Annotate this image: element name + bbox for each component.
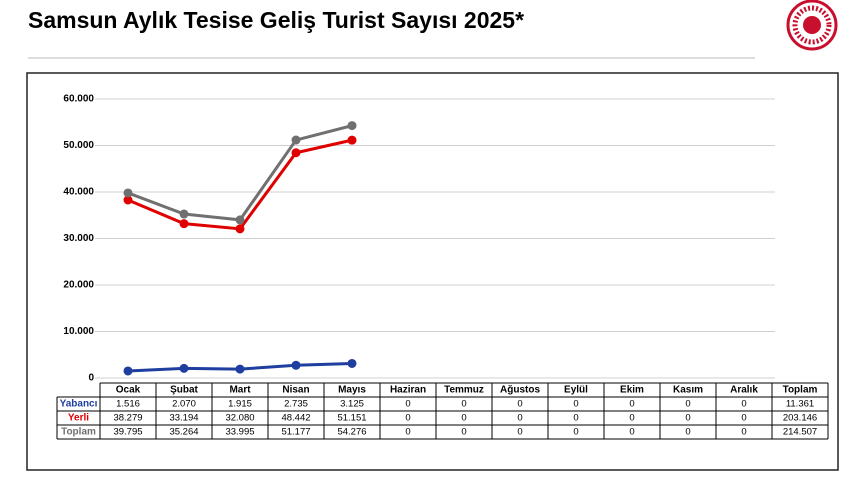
table-header: Şubat (170, 385, 198, 396)
data-point (123, 195, 133, 205)
y-tick-label: 60.000 (63, 94, 94, 105)
table-header: Temmuz (444, 385, 484, 396)
table-cell: 0 (461, 413, 466, 424)
data-point (179, 209, 189, 219)
table-cell: 35.264 (169, 427, 198, 438)
table-cell: 2.735 (284, 399, 308, 410)
row-label: Yabancı (60, 399, 98, 410)
series-line (127, 124, 353, 222)
table-cell: 0 (461, 399, 466, 410)
table-header: Aralık (730, 385, 758, 396)
y-tick-label: 30.000 (63, 233, 94, 244)
data-point (291, 360, 301, 370)
data-point (291, 148, 301, 158)
table-cell: 3.125 (340, 399, 364, 410)
chart-frame (26, 72, 839, 471)
table-cell: 0 (741, 427, 746, 438)
table-cell: 0 (573, 413, 578, 424)
table-cell: 0 (517, 427, 522, 438)
table-cell: 38.279 (113, 413, 142, 424)
table-header: Haziran (390, 385, 426, 396)
table-cell: 0 (405, 413, 410, 424)
table-cell: 54.276 (337, 427, 366, 438)
y-tick-label: 20.000 (63, 280, 94, 291)
table-cell: 33.194 (169, 413, 198, 424)
table-header: Ekim (620, 385, 644, 396)
table-cell: 11.361 (786, 399, 814, 410)
y-tick-label: 0 (88, 373, 94, 384)
table-cell: 0 (629, 427, 634, 438)
table-header: Ağustos (500, 385, 540, 396)
table-cell: 1.915 (228, 399, 252, 410)
row-label: Toplam (61, 427, 96, 438)
table-cell: 39.795 (113, 427, 142, 438)
y-tick-label: 10.000 (63, 326, 94, 337)
table-cell: 0 (629, 399, 634, 410)
table-cell: 33.995 (225, 427, 254, 438)
table-cell: 1.516 (116, 399, 140, 410)
table-cell: 51.177 (281, 427, 310, 438)
table-header: Mart (229, 385, 251, 396)
table-cell: 0 (573, 399, 578, 410)
table-cell: 0 (741, 413, 746, 424)
data-point (291, 135, 301, 145)
table-cell: 0 (685, 413, 690, 424)
table-cell: 0 (517, 413, 522, 424)
table-header: Ocak (116, 385, 141, 396)
data-point (123, 188, 133, 198)
data-point (235, 224, 245, 234)
table-cell: 0 (517, 399, 522, 410)
data-point (179, 363, 189, 373)
table-cell: 203.146 (783, 413, 817, 424)
table-cell: 0 (405, 427, 410, 438)
table-cell: 48.442 (281, 413, 310, 424)
data-point (347, 121, 357, 131)
data-point (235, 364, 245, 374)
row-label: Yerli (68, 413, 89, 424)
table-cell: 51.151 (337, 413, 366, 424)
data-point (347, 358, 357, 368)
table-cell: 0 (685, 427, 690, 438)
y-tick-label: 50.000 (63, 140, 94, 151)
table-cell: 0 (573, 427, 578, 438)
table-header: Mayıs (338, 385, 366, 396)
table-header: Nisan (282, 385, 309, 396)
table-header: Kasım (673, 385, 703, 396)
table-cell: 214.507 (783, 427, 817, 438)
chart-title: Samsun Aylık Tesise Geliş Turist Sayısı … (28, 7, 524, 33)
data-point (123, 366, 133, 376)
data-point (347, 135, 357, 145)
table-cell: 0 (461, 427, 466, 438)
table-cell: 0 (685, 399, 690, 410)
data-point (179, 219, 189, 229)
table-header: Eylül (564, 385, 588, 396)
table-cell: 2.070 (172, 399, 196, 410)
table-cell: 0 (405, 399, 410, 410)
table-header: Toplam (783, 385, 818, 396)
data-point (235, 215, 245, 225)
table-cell: 32.080 (225, 413, 254, 424)
table-cell: 0 (741, 399, 746, 410)
table-cell: 0 (629, 413, 634, 424)
logo (786, 0, 838, 51)
y-tick-label: 40.000 (63, 187, 94, 198)
